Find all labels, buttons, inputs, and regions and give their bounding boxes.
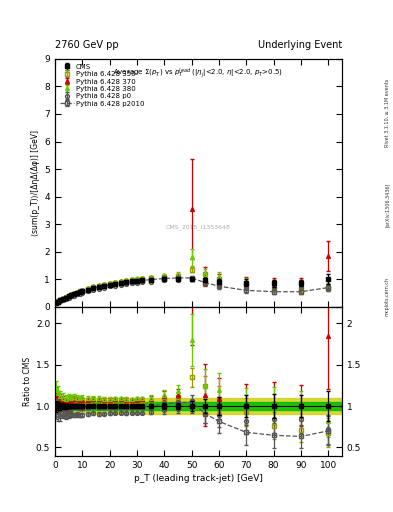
Bar — [55, 398, 342, 414]
Text: CMS_2015_I1353648: CMS_2015_I1353648 — [166, 225, 231, 230]
Text: Underlying Event: Underlying Event — [258, 39, 342, 50]
Y-axis label: ⟨sum(p_T)⟩/[ΔηΔ(Δφ)] [GeV]: ⟨sum(p_T)⟩/[ΔηΔ(Δφ)] [GeV] — [31, 130, 40, 236]
Text: mcplots.cern.ch: mcplots.cern.ch — [385, 278, 390, 316]
Text: 2760 GeV pp: 2760 GeV pp — [55, 39, 119, 50]
Text: [arXiv:1306.3436]: [arXiv:1306.3436] — [385, 183, 390, 227]
Text: Average $\Sigma(p_T)$ vs $p_T^{lead}$ ($|\eta_j|$<2.0, $\eta|$<2.0, $p_T$>0.5): Average $\Sigma(p_T)$ vs $p_T^{lead}$ ($… — [114, 67, 283, 80]
Text: Rivet 3.1.10, ≥ 3.1M events: Rivet 3.1.10, ≥ 3.1M events — [385, 78, 390, 147]
Y-axis label: Ratio to CMS: Ratio to CMS — [23, 357, 31, 406]
Legend: CMS, Pythia 6.428 350, Pythia 6.428 370, Pythia 6.428 380, Pythia 6.428 p0, Pyth: CMS, Pythia 6.428 350, Pythia 6.428 370,… — [59, 62, 146, 108]
Bar — [55, 402, 342, 410]
X-axis label: p_T (leading track-jet) [GeV]: p_T (leading track-jet) [GeV] — [134, 474, 263, 483]
